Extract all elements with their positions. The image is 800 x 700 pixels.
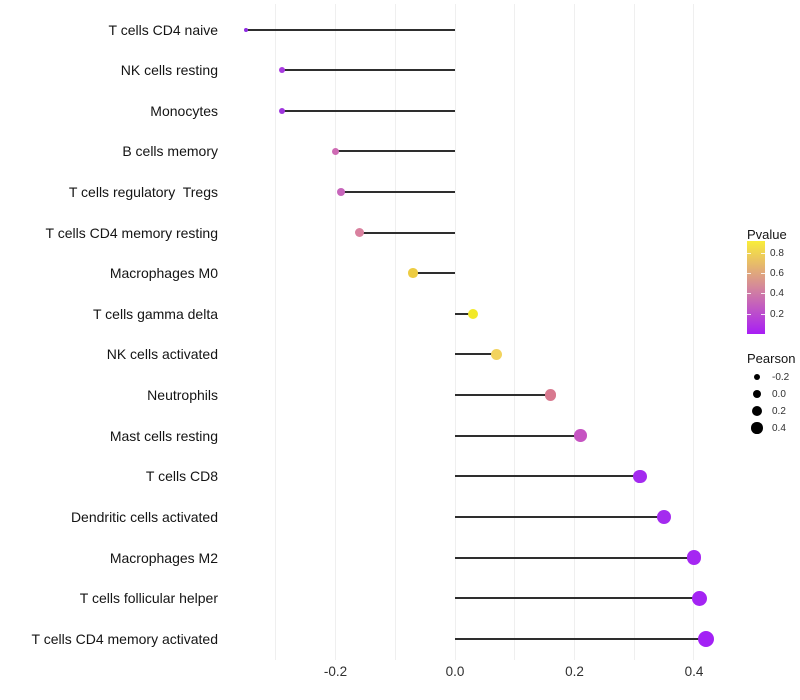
y-axis-label: T cells gamma delta xyxy=(92,305,218,322)
lollipop-stem xyxy=(359,231,455,234)
pvalue-legend-title: Pvalue xyxy=(747,227,787,242)
pearson-legend-dot xyxy=(751,422,763,434)
lollipop-dot xyxy=(686,550,702,565)
lollipop-dot xyxy=(331,147,340,156)
gridline xyxy=(514,4,516,660)
lollipop-dot xyxy=(633,469,647,484)
x-tick-label: 0.2 xyxy=(565,664,584,679)
y-axis-label: Dendritic cells activated xyxy=(70,508,218,525)
colorbar-tick xyxy=(747,273,751,274)
pearson-legend-dot xyxy=(752,389,762,399)
gridline xyxy=(693,4,695,660)
y-axis-label: Neutrophils xyxy=(147,387,218,404)
y-axis-label: B cells memory xyxy=(122,143,218,160)
lollipop-dot xyxy=(408,268,418,278)
lollipop-stem xyxy=(455,637,706,640)
gridline xyxy=(275,4,277,660)
colorbar-tick xyxy=(747,314,751,315)
lollipop-stem xyxy=(455,515,665,518)
lollipop-dot xyxy=(697,630,714,647)
gridline xyxy=(335,4,336,660)
pearson-legend-dot xyxy=(753,373,761,381)
lollipop-stem xyxy=(335,150,455,153)
x-tick-label: 0.4 xyxy=(684,664,704,679)
y-axis-label: Monocytes xyxy=(150,102,218,119)
colorbar-tick xyxy=(761,273,765,274)
x-tick-label: 0.0 xyxy=(445,664,465,679)
lollipop-dot xyxy=(278,107,285,114)
lollipop-stem xyxy=(455,353,497,356)
pvalue-tick-label: 0.4 xyxy=(770,288,784,300)
colorbar-tick xyxy=(747,252,751,254)
gridline xyxy=(394,4,396,660)
colorbar-tick xyxy=(747,293,751,295)
lollipop-stem xyxy=(455,394,551,397)
x-tick-label: -0.2 xyxy=(323,664,348,679)
y-axis-label: NK cells activated xyxy=(106,346,218,363)
colorbar-tick xyxy=(761,293,765,295)
pvalue-tick-label: 0.2 xyxy=(770,309,784,320)
lollipop-dot xyxy=(692,590,708,606)
lollipop-stem xyxy=(455,434,581,437)
lollipop-dot xyxy=(574,429,587,442)
y-axis-label: T cells CD4 memory resting xyxy=(45,224,218,241)
lollipop-stem xyxy=(455,312,473,315)
lollipop-stem xyxy=(281,109,455,112)
pvalue-tick-label: 0.6 xyxy=(770,268,784,279)
lollipop-dot xyxy=(354,228,364,238)
lollipop-stem xyxy=(341,190,455,193)
lollipop-dot xyxy=(657,509,672,524)
lollipop-stem xyxy=(455,597,700,600)
lollipop-dot xyxy=(337,187,346,196)
y-axis-label: T cells CD4 memory activated xyxy=(31,630,218,647)
lollipop-dot xyxy=(544,389,557,401)
colorbar-tick xyxy=(761,314,765,315)
pvalue-tick-label: 0.8 xyxy=(770,247,784,259)
y-axis-label: T cells CD8 xyxy=(145,468,218,485)
lollipop-stem xyxy=(455,556,694,559)
y-axis-label: NK cells resting xyxy=(120,62,218,79)
lollipop-stem xyxy=(281,69,455,72)
pvalue-colorbar xyxy=(747,241,765,334)
pearson-legend-title: Pearson xyxy=(747,351,796,366)
colorbar-tick xyxy=(761,252,765,254)
lollipop-dot xyxy=(491,348,503,360)
lollipop-dot xyxy=(278,67,285,74)
lollipop-dot xyxy=(243,27,248,32)
y-axis-label: Macrophages M2 xyxy=(109,549,218,566)
lollipop-dot xyxy=(467,308,479,320)
gridline xyxy=(454,4,456,660)
y-axis-label: Macrophages M0 xyxy=(109,265,218,282)
y-axis-label: T cells regulatory Tregs xyxy=(68,183,218,200)
pearson-tick-label: 0.4 xyxy=(772,423,786,434)
y-axis-label: T cells follicular helper xyxy=(79,590,218,607)
pearson-legend-dot xyxy=(752,406,762,416)
pearson-tick-label: -0.2 xyxy=(772,372,790,383)
gridline xyxy=(573,4,575,660)
y-axis-label: Mast cells resting xyxy=(109,427,218,444)
lollipop-stem xyxy=(245,28,455,31)
pearson-tick-label: 0.2 xyxy=(772,406,786,417)
lollipop-stem xyxy=(455,475,641,478)
lollipop-stem xyxy=(413,272,455,275)
gridline xyxy=(633,4,635,660)
pearson-tick-label: 0.0 xyxy=(772,389,786,400)
y-axis-label: T cells CD4 naive xyxy=(108,21,218,38)
